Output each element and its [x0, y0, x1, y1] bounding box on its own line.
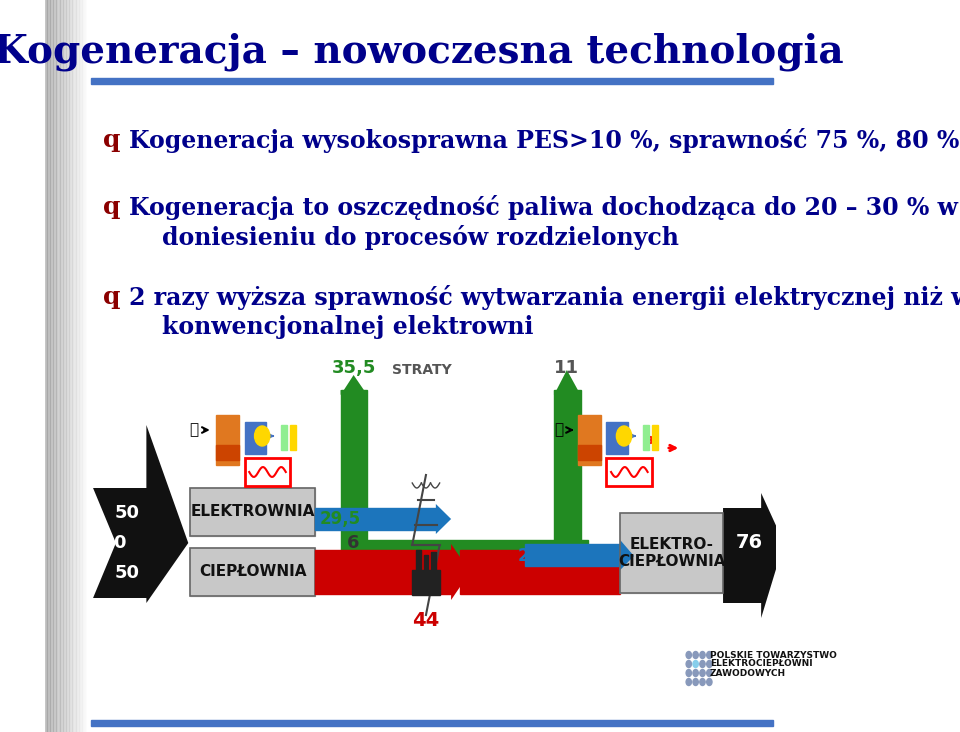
Text: 35,5: 35,5 [331, 359, 375, 377]
Bar [652, 425, 659, 450]
Circle shape [700, 670, 706, 676]
Text: Kogeneracja to oszczędność paliwa dochodząca do 20 – 30 % w: Kogeneracja to oszczędność paliwa dochod… [129, 195, 958, 220]
Text: ELEKTRO-
CIEPŁOWNIA: ELEKTRO- CIEPŁOWNIA [618, 537, 726, 569]
Circle shape [686, 651, 691, 659]
Bar [245, 458, 290, 486]
Polygon shape [451, 544, 470, 600]
Bar [245, 422, 266, 454]
Bar [91, 720, 773, 726]
Bar [290, 425, 297, 450]
Bar [190, 488, 316, 536]
Text: 100: 100 [89, 534, 127, 552]
Text: POLSKIE TOWARZYSTWO: POLSKIE TOWARZYSTWO [710, 651, 837, 660]
Bar [525, 544, 620, 566]
Bar [431, 552, 436, 570]
Bar [216, 415, 239, 465]
Text: 76: 76 [736, 534, 763, 553]
Text: 👤: 👤 [555, 422, 564, 438]
Text: 👤: 👤 [189, 422, 198, 438]
Text: 11: 11 [554, 359, 580, 377]
Text: 29,5: 29,5 [320, 510, 360, 528]
Bar [554, 390, 581, 575]
Circle shape [686, 660, 691, 668]
Bar [620, 513, 723, 593]
Polygon shape [620, 540, 634, 570]
Text: q: q [103, 195, 120, 219]
Text: q: q [103, 128, 120, 152]
Text: 2 razy wyższa sprawność wytwarzania energii elektrycznej niż w: 2 razy wyższa sprawność wytwarzania ener… [129, 285, 960, 310]
Circle shape [707, 670, 712, 676]
Polygon shape [554, 370, 581, 395]
Bar [368, 540, 588, 575]
Bar [281, 425, 287, 450]
Circle shape [254, 426, 270, 446]
Text: CIEPŁOWNIA: CIEPŁOWNIA [199, 564, 306, 580]
Bar [578, 415, 601, 465]
Text: ZAWODOWYCH: ZAWODOWYCH [710, 668, 786, 678]
Text: konwencjonalnej elektrowni: konwencjonalnej elektrowni [129, 315, 534, 339]
Text: 50: 50 [115, 564, 140, 582]
Text: ELEKTROCIEPŁOWNI: ELEKTROCIEPŁOWNI [710, 660, 813, 668]
Bar [190, 488, 316, 536]
Bar [341, 390, 368, 565]
Text: 44: 44 [413, 610, 440, 630]
Text: q: q [103, 285, 120, 309]
Circle shape [707, 651, 712, 659]
Circle shape [693, 660, 698, 668]
Text: 6: 6 [348, 534, 360, 552]
Polygon shape [436, 504, 451, 534]
Bar [423, 555, 428, 570]
Text: STRATY: STRATY [393, 363, 452, 377]
Bar [578, 445, 601, 460]
Circle shape [707, 679, 712, 685]
Text: Kogeneracja wysokosprawna PES>10 %, sprawność 75 %, 80 %: Kogeneracja wysokosprawna PES>10 %, spra… [129, 128, 959, 153]
Circle shape [616, 426, 632, 446]
Bar [190, 548, 316, 596]
Text: doniesieniu do procesów rozdzielonych: doniesieniu do procesów rozdzielonych [129, 225, 679, 250]
Circle shape [693, 670, 698, 676]
Polygon shape [93, 425, 188, 603]
Bar [554, 540, 581, 585]
Circle shape [686, 670, 691, 676]
Bar [216, 445, 239, 460]
Circle shape [686, 679, 691, 685]
Bar [316, 550, 451, 594]
Polygon shape [341, 375, 368, 395]
Circle shape [700, 651, 706, 659]
Bar [460, 550, 620, 594]
Bar [607, 422, 628, 454]
Bar [620, 513, 723, 593]
Circle shape [707, 660, 712, 668]
Circle shape [700, 679, 706, 685]
Bar [412, 570, 440, 595]
Bar [643, 425, 649, 450]
Bar [91, 78, 773, 84]
Bar [190, 548, 316, 596]
Text: 20,5: 20,5 [517, 547, 559, 565]
Bar [316, 508, 436, 530]
Text: 50: 50 [115, 504, 140, 522]
Circle shape [693, 651, 698, 659]
Circle shape [700, 660, 706, 668]
Polygon shape [723, 493, 784, 618]
Text: Kogeneracja – nowoczesna technologia: Kogeneracja – nowoczesna technologia [0, 33, 843, 71]
Bar [607, 458, 652, 486]
Text: ELEKTROWNIA: ELEKTROWNIA [190, 504, 315, 520]
Bar [416, 550, 420, 570]
Circle shape [693, 679, 698, 685]
